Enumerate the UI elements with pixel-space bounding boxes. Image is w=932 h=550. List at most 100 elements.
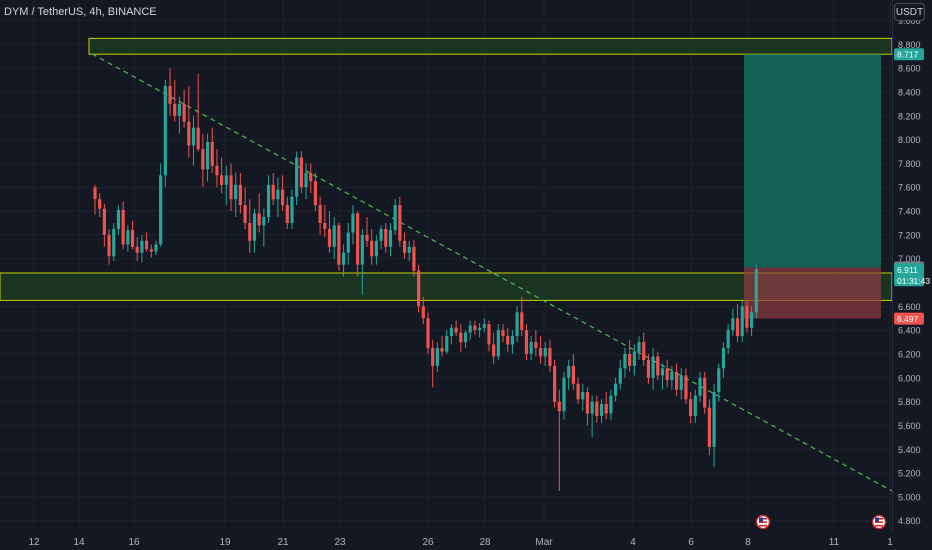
candle-body <box>726 330 730 349</box>
candle-body <box>149 249 153 252</box>
candle <box>304 163 308 200</box>
candle <box>159 163 163 247</box>
support-zone <box>0 272 893 301</box>
candle <box>266 175 271 223</box>
time-axis[interactable]: 12 14 16 19 21 23 26 28 Mar 4 6 8 11 1 <box>28 537 893 548</box>
candle-body <box>604 404 608 414</box>
candle <box>754 264 758 319</box>
candle <box>740 300 744 343</box>
candle-body <box>360 234 364 265</box>
candle-body <box>506 336 510 345</box>
candle <box>445 330 449 354</box>
candle <box>599 399 604 424</box>
candle <box>468 320 472 340</box>
candle <box>144 232 149 252</box>
candle-body <box>417 270 421 307</box>
candle <box>370 228 374 265</box>
long-position-tool[interactable] <box>744 54 881 319</box>
price-badge-bg <box>894 48 924 61</box>
candle <box>384 222 388 253</box>
candle-body <box>196 127 200 150</box>
candle-body <box>187 121 191 146</box>
candle-body <box>393 205 397 231</box>
candle <box>168 68 172 116</box>
candle <box>163 80 167 188</box>
us-flag-icon[interactable] <box>755 514 771 530</box>
price-tick-label: 8.000 <box>898 135 921 145</box>
candle-body <box>581 392 585 400</box>
candle <box>130 220 135 250</box>
trendline[interactable] <box>91 53 893 492</box>
candle-body <box>745 306 749 328</box>
candle <box>356 211 360 277</box>
candle-body <box>670 371 674 381</box>
us-flag-icon[interactable] <box>871 514 887 530</box>
candle-body <box>234 184 238 200</box>
candles <box>93 68 758 491</box>
candle <box>660 363 665 390</box>
currency-button[interactable]: USDT <box>894 3 925 21</box>
candle-body <box>496 330 500 357</box>
candle-body <box>379 228 383 241</box>
candle-body <box>754 269 758 313</box>
flag-canton <box>875 517 879 522</box>
candle <box>529 336 533 360</box>
candle-body <box>543 348 547 357</box>
candle-body <box>224 175 228 185</box>
price-tick-label: 7.400 <box>898 207 921 217</box>
candle <box>341 244 346 277</box>
candle <box>318 196 322 235</box>
candle-body <box>693 395 697 416</box>
candle <box>632 344 636 376</box>
candle-body <box>266 184 271 218</box>
candle <box>689 392 693 424</box>
symbol-title[interactable]: DYM / TetherUS, 4h, BINANCE <box>4 6 157 18</box>
candle-body <box>159 175 163 245</box>
candle-body <box>557 401 561 412</box>
price-badge-label: 01:31:43 <box>897 276 930 286</box>
candle <box>238 172 242 214</box>
event-markers[interactable] <box>755 514 887 530</box>
candle <box>121 201 125 250</box>
candle <box>351 205 355 245</box>
candle <box>628 339 632 372</box>
candle <box>548 339 552 372</box>
price-tick-label: 5.200 <box>898 469 921 479</box>
candle <box>609 389 613 420</box>
candle-body <box>698 377 702 396</box>
time-tick-label: 1 <box>887 537 893 548</box>
candle-body <box>384 228 388 247</box>
candle <box>515 306 519 343</box>
candle-body <box>487 324 491 345</box>
candle-body <box>435 348 439 366</box>
candle-body <box>431 348 435 366</box>
candle-body <box>520 312 524 331</box>
candle-body <box>421 306 425 319</box>
candle <box>205 133 210 182</box>
price-tick-label: 8.200 <box>898 111 921 121</box>
candle-body <box>731 318 735 331</box>
candle-body <box>154 244 158 252</box>
candle-body <box>374 240 378 257</box>
price-tick-label: 5.600 <box>898 421 921 431</box>
candle <box>407 240 411 262</box>
candle <box>327 211 332 253</box>
candle <box>670 365 674 390</box>
candle-body <box>562 377 566 412</box>
price-badge: 8.717 <box>894 48 924 61</box>
candle <box>717 363 721 402</box>
candle-body <box>674 371 679 390</box>
candle <box>731 308 735 337</box>
candle-body <box>707 407 711 447</box>
candle <box>412 239 416 277</box>
price-tick-label: 5.800 <box>898 397 921 407</box>
candle-body <box>689 399 693 416</box>
candle <box>365 217 369 247</box>
candle <box>435 342 439 372</box>
price-tick-label: 7.000 <box>898 254 921 264</box>
candle-body <box>243 205 247 223</box>
candle <box>337 222 341 271</box>
price-tick-label: 7.600 <box>898 183 921 193</box>
